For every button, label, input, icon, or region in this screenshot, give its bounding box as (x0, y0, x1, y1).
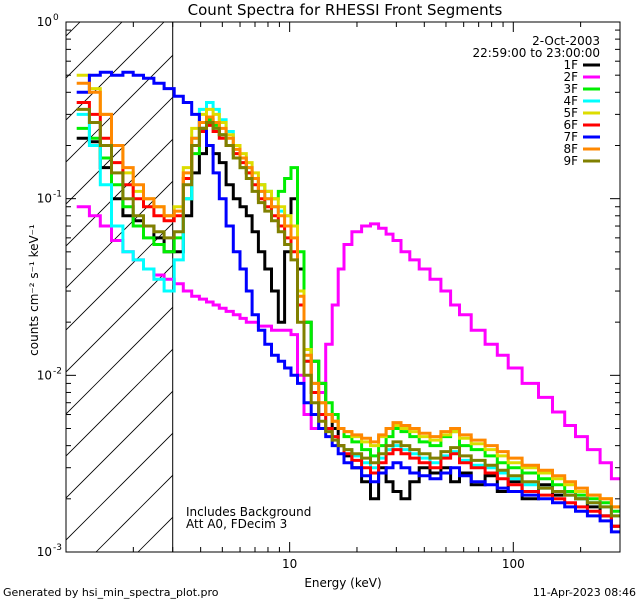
legend-label-8F: 8F (563, 142, 578, 156)
x-tick-label: 100 (502, 557, 525, 571)
time-range-label: 22:59:00 to 23:00:00 (473, 46, 600, 60)
hatch-line (66, 22, 81, 37)
x-tick-label: 10 (282, 557, 297, 571)
series-8F (76, 81, 620, 509)
annotation-background: Includes Background (186, 505, 311, 519)
legend-label-2F: 2F (563, 70, 578, 84)
y-tick-label: 10 (37, 192, 52, 206)
hatch-line (66, 54, 173, 163)
chart-title: Count Spectra for RHESSI Front Segments (188, 1, 503, 19)
y-tick-label: 10 (37, 545, 52, 559)
date-label: 2-Oct-2003 (532, 34, 600, 48)
hatch-line (66, 390, 173, 499)
series-7F (76, 70, 620, 534)
plot-frame (65, 21, 621, 553)
hatch-line (66, 180, 173, 289)
hatch-line (0, 0, 108, 552)
legend-label-6F: 6F (563, 118, 578, 132)
y-tick-label: 10 (37, 15, 52, 29)
hatched-region (0, 0, 173, 552)
annotation-attenuator: Att A0, FDecim 3 (186, 517, 287, 531)
y-tick-exponent: -2 (53, 366, 62, 376)
y-tick-exponent: 0 (53, 13, 59, 23)
legend-label-7F: 7F (563, 130, 578, 144)
x-axis-label: Energy (keV) (304, 576, 381, 590)
legend-label-5F: 5F (563, 106, 578, 120)
hatch-line (66, 22, 123, 79)
y-tick-exponent: -3 (53, 543, 62, 553)
generated-by-label: Generated by hsi_min_spectra_plot.pro (3, 586, 219, 599)
y-tick-exponent: -1 (53, 190, 62, 200)
hatch-line (66, 222, 173, 331)
hatch-line (66, 264, 173, 373)
series-2F (76, 205, 620, 481)
hatch-line (66, 432, 173, 541)
hatch-line (66, 138, 173, 247)
legend-label-3F: 3F (563, 82, 578, 96)
y-tick-label: 10 (37, 368, 52, 382)
legend-label-9F: 9F (563, 154, 578, 168)
legend-label-1F: 1F (563, 58, 578, 72)
series-9F (76, 107, 620, 518)
y-axis-label: counts cm⁻² s⁻¹ keV⁻¹ (27, 224, 41, 356)
series-5F (76, 73, 620, 509)
series-layer (76, 70, 620, 534)
hatch-line (66, 348, 173, 457)
legend-label-4F: 4F (563, 94, 578, 108)
hatch-line (66, 22, 165, 121)
timestamp-label: 11-Apr-2023 08:46 (533, 586, 636, 599)
